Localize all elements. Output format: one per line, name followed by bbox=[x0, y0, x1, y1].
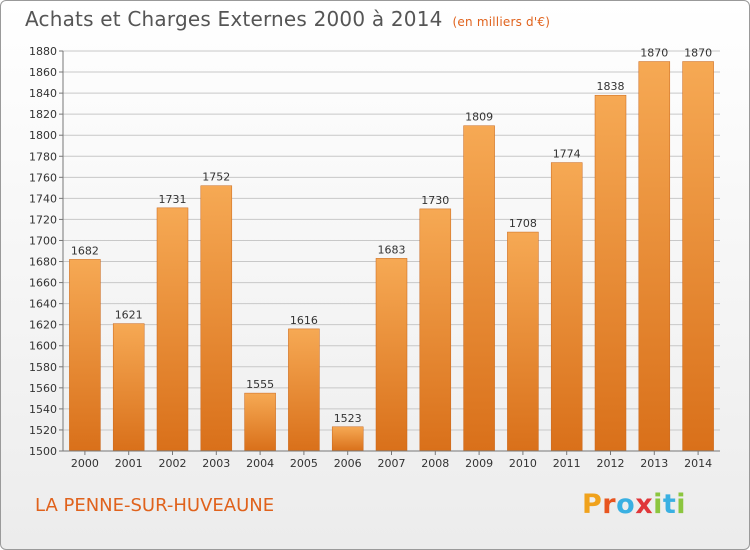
bar-2002 bbox=[156, 207, 189, 452]
y-tick-label: 1700 bbox=[29, 234, 57, 247]
data-label-2002: 1731 bbox=[159, 193, 187, 206]
bar-2010 bbox=[507, 231, 539, 452]
y-tick-label: 1860 bbox=[29, 66, 57, 79]
bar-2013 bbox=[638, 61, 671, 452]
data-label-2004: 1555 bbox=[246, 378, 274, 391]
x-tick-label-2007: 2007 bbox=[378, 457, 406, 470]
logo-letter: o bbox=[616, 489, 636, 520]
data-label-2006: 1523 bbox=[334, 412, 362, 425]
y-tick-label: 1820 bbox=[29, 108, 57, 121]
x-tick-label-2014: 2014 bbox=[684, 457, 712, 470]
chart-unit-label: (en milliers d'€) bbox=[452, 15, 551, 29]
x-tick-label-2002: 2002 bbox=[159, 457, 187, 470]
y-tick-label: 1880 bbox=[29, 45, 57, 58]
x-tick-label-2009: 2009 bbox=[465, 457, 493, 470]
data-label-2014: 1870 bbox=[684, 47, 712, 60]
bar-2009 bbox=[463, 125, 495, 452]
logo-letter: i bbox=[653, 489, 663, 520]
bar-2005 bbox=[288, 328, 320, 452]
proxiti-logo: Proxiti bbox=[582, 489, 686, 520]
logo-letter: t bbox=[662, 489, 677, 520]
bar-2004 bbox=[244, 392, 276, 452]
bar-2012 bbox=[594, 94, 627, 452]
bar-2011 bbox=[550, 162, 583, 452]
logo-letter: x bbox=[635, 489, 654, 520]
logo-letter: P bbox=[582, 489, 603, 520]
y-tick-label: 1540 bbox=[29, 403, 57, 416]
bar-2008 bbox=[419, 208, 452, 452]
y-tick-label: 1580 bbox=[29, 361, 57, 374]
chart-title: Achats et Charges Externes 2000 à 2014 (e… bbox=[25, 7, 550, 31]
x-tick-label-2008: 2008 bbox=[421, 457, 449, 470]
y-tick-label: 1740 bbox=[29, 192, 57, 205]
x-tick-label-2013: 2013 bbox=[640, 457, 668, 470]
bar-2014 bbox=[682, 61, 714, 452]
axes: 1500 1520 1540 1560 1580 1600 1620 1640 1660 1680… bbox=[29, 45, 720, 470]
y-tick-label: 1660 bbox=[29, 277, 57, 290]
data-labels: 1682 1621 1731 1752 1555 1616 1523 1683 1730 1809… bbox=[71, 47, 712, 425]
bar-2000 bbox=[69, 259, 101, 452]
data-label-2012: 1838 bbox=[597, 80, 625, 93]
bar-2003 bbox=[200, 185, 233, 452]
y-tick-label: 1560 bbox=[29, 382, 57, 395]
bar-2001 bbox=[112, 323, 145, 452]
x-tick-label-2011: 2011 bbox=[553, 457, 581, 470]
logo-letter: i bbox=[676, 489, 687, 520]
x-tick-label-2003: 2003 bbox=[202, 457, 230, 470]
x-tick-label-2012: 2012 bbox=[597, 457, 625, 470]
y-tick-label: 1600 bbox=[29, 340, 57, 353]
x-tick-label-2010: 2010 bbox=[509, 457, 537, 470]
data-label-2013: 1870 bbox=[640, 47, 668, 60]
data-label-2009: 1809 bbox=[465, 111, 493, 124]
x-tick-label-2006: 2006 bbox=[334, 457, 362, 470]
data-label-2003: 1752 bbox=[202, 171, 230, 184]
y-tick-label: 1640 bbox=[29, 298, 57, 311]
bar-2007 bbox=[375, 258, 408, 452]
chart-title-text: Achats et Charges Externes 2000 à 2014 bbox=[25, 7, 443, 31]
y-tick-label: 1760 bbox=[29, 171, 57, 184]
data-label-2005: 1616 bbox=[290, 314, 318, 327]
y-tick-label: 1620 bbox=[29, 319, 57, 332]
x-tick-label-2005: 2005 bbox=[290, 457, 318, 470]
x-tick-label-2000: 2000 bbox=[71, 457, 99, 470]
y-tick-label: 1680 bbox=[29, 256, 57, 269]
data-label-2008: 1730 bbox=[421, 194, 449, 207]
y-tick-label: 1800 bbox=[29, 129, 57, 142]
data-label-2010: 1708 bbox=[509, 217, 537, 230]
data-label-2011: 1774 bbox=[553, 148, 581, 161]
location-label: LA PENNE-SUR-HUVEAUNE bbox=[35, 495, 275, 516]
logo-letter: r bbox=[602, 489, 617, 520]
data-label-2000: 1682 bbox=[71, 244, 99, 257]
y-tick-label: 1500 bbox=[29, 445, 57, 458]
data-label-2001: 1621 bbox=[115, 309, 143, 322]
x-tick-label-2004: 2004 bbox=[246, 457, 274, 470]
y-tick-label: 1720 bbox=[29, 213, 57, 226]
x-tick-label-2001: 2001 bbox=[115, 457, 143, 470]
bars bbox=[69, 61, 714, 452]
y-tick-label: 1840 bbox=[29, 87, 57, 100]
data-label-2007: 1683 bbox=[378, 243, 406, 256]
y-tick-label: 1780 bbox=[29, 150, 57, 163]
y-tick-label: 1520 bbox=[29, 424, 57, 437]
bar-2006 bbox=[331, 426, 364, 452]
